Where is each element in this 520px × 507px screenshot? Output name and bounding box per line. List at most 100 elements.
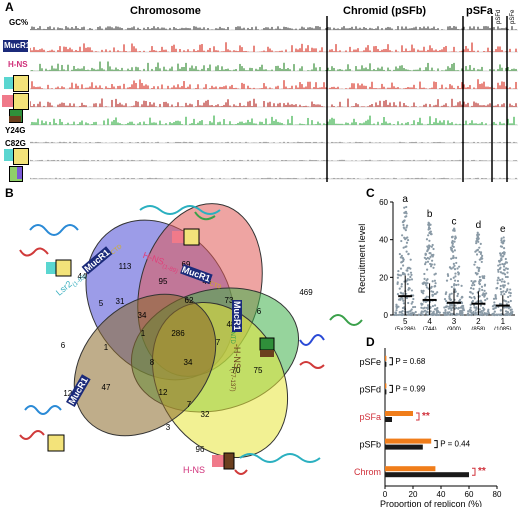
data-point [403, 211, 406, 214]
data-point [431, 255, 434, 258]
data-point [475, 306, 478, 309]
data-point [510, 312, 514, 315]
data-point [472, 304, 476, 307]
data-point [402, 258, 405, 261]
bar [385, 472, 469, 478]
data-point [428, 239, 431, 242]
data-point [502, 272, 505, 275]
venn-label-hns-full: H-NS [183, 465, 205, 475]
data-point [432, 247, 435, 251]
data-point [474, 309, 477, 312]
data-point [479, 304, 482, 307]
data-point [424, 312, 428, 315]
data-point [420, 303, 423, 306]
data-point [503, 280, 506, 283]
venn-glyph-hns-full-2 [223, 452, 235, 470]
category-count: (858) [471, 327, 485, 330]
data-point [502, 241, 505, 245]
data-point [408, 278, 411, 281]
data-point [400, 313, 403, 317]
data-point [411, 300, 414, 304]
data-point [420, 289, 423, 292]
header-psfa: pSFa [466, 5, 493, 17]
bar [385, 411, 413, 416]
data-point [427, 304, 430, 307]
data-point [473, 306, 476, 309]
data-point [475, 242, 478, 245]
data-point [424, 297, 427, 300]
data-point [434, 292, 437, 295]
data-point [430, 286, 433, 289]
data-point [431, 313, 434, 317]
data-point [427, 228, 430, 231]
significance-letter: e [500, 224, 506, 235]
data-point [424, 282, 428, 285]
venn-count: 286 [171, 329, 185, 338]
data-point [452, 287, 456, 290]
data-point [429, 230, 432, 233]
data-point [420, 306, 423, 309]
data-point [412, 305, 415, 309]
row-label-c82g: C82G [5, 139, 26, 148]
data-point [396, 282, 399, 286]
data-point [509, 288, 512, 291]
venn-glyph-hns-c [260, 350, 274, 357]
bar [385, 361, 387, 367]
data-point [407, 252, 410, 255]
venn-count: 6 [257, 307, 262, 316]
data-point [447, 307, 450, 310]
data-point [412, 297, 415, 301]
data-point [487, 308, 490, 311]
data-point [460, 296, 463, 299]
venn-count: 34 [184, 358, 193, 367]
data-point [493, 301, 496, 304]
data-point [497, 270, 500, 273]
data-point [400, 239, 403, 243]
category-count: (900) [447, 327, 461, 330]
data-point [504, 257, 507, 261]
venn-count: 47 [102, 383, 111, 392]
data-point [454, 272, 457, 275]
data-point [406, 277, 409, 281]
data-point [475, 237, 478, 240]
data-point [428, 244, 431, 248]
data-point [428, 222, 431, 225]
data-point [410, 273, 413, 276]
data-point [409, 310, 412, 313]
data-point [401, 309, 404, 313]
data-point [483, 275, 486, 278]
data-point [499, 271, 503, 274]
data-point [406, 310, 409, 314]
data-point [445, 299, 448, 303]
venn-count: 73 [225, 296, 234, 305]
category-label: pSFd [359, 384, 381, 394]
venn-label-hns-c-text: -H-NS [232, 343, 242, 369]
data-point [424, 252, 427, 255]
data-point [421, 313, 425, 316]
panel-letter-d: D [366, 335, 375, 349]
data-point [481, 275, 484, 278]
data-point [461, 313, 464, 317]
data-point [409, 267, 412, 270]
data-point [496, 279, 499, 282]
data-point [450, 241, 454, 244]
data-point [500, 293, 503, 296]
data-point [507, 282, 510, 285]
data-point [470, 279, 473, 283]
panel-letter-c: C [366, 186, 375, 200]
data-point [448, 311, 451, 314]
data-point [460, 306, 463, 309]
data-point [450, 292, 453, 295]
y-tick-label: 0 [384, 311, 389, 320]
data-point [403, 219, 406, 222]
significance-bracket [416, 412, 420, 421]
data-point [399, 274, 403, 277]
venn-label-mucr1-c-sub: NTD [229, 331, 236, 344]
data-point [498, 278, 502, 282]
data-point [422, 307, 425, 310]
hns-n-domain-glyph [2, 95, 13, 107]
data-point [449, 304, 452, 307]
data-point [426, 268, 429, 271]
data-point [395, 313, 398, 317]
venn-count: 3 [166, 423, 171, 432]
